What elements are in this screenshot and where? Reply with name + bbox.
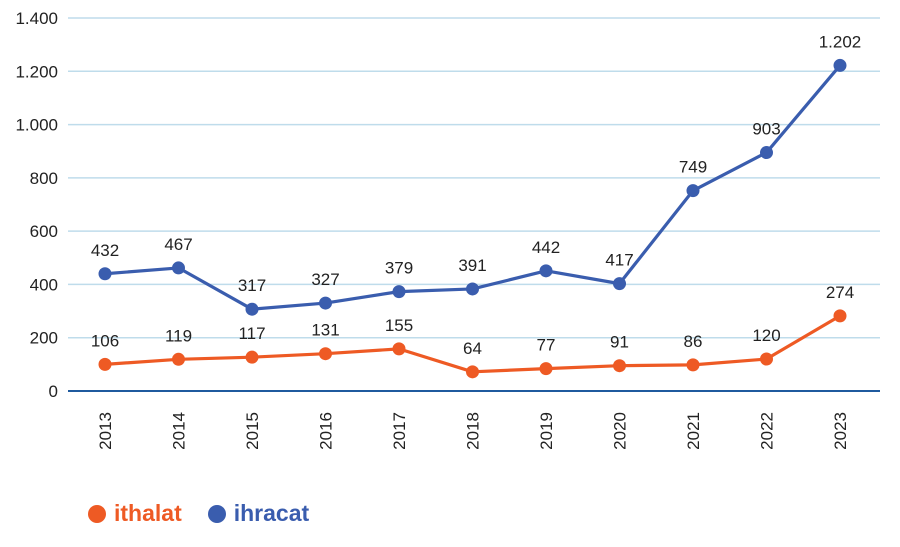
data-point-ihracat [466, 282, 479, 296]
data-point-ithalat [539, 362, 553, 376]
data-point-ithalat [466, 365, 479, 379]
data-point-ithalat [245, 350, 259, 364]
legend-dot-ithalat [88, 504, 106, 523]
data-label-ihracat: 417 [605, 251, 633, 270]
data-label-ithalat: 155 [385, 316, 413, 335]
data-label-ithalat: 86 [684, 332, 703, 351]
legend: ithalat ihracat [88, 500, 309, 527]
data-label-ihracat: 442 [532, 238, 560, 257]
data-label-ithalat: 106 [91, 331, 119, 350]
x-tick-label: 2013 [96, 412, 115, 450]
legend-item-ihracat: ihracat [207, 500, 310, 527]
data-point-ithalat [613, 359, 626, 373]
data-label-ihracat: 317 [238, 276, 266, 295]
grid-lines [68, 17, 880, 392]
data-point-ithalat [319, 347, 332, 361]
series-group: 106 119 117 131 155 64 77 91 86 120 274 432 467 317 32… [91, 32, 862, 379]
x-tick-label: 2023 [831, 412, 850, 450]
legend-item-ithalat: ithalat [88, 500, 182, 527]
data-label-ihracat: 903 [752, 120, 780, 139]
data-point-ithalat [686, 358, 700, 372]
data-point-ihracat [833, 58, 847, 72]
x-axis-ticks: 2013 2014 2015 2016 2017 2018 2019 2020 2021 2022… [96, 412, 850, 450]
x-tick-label: 2019 [537, 412, 556, 450]
x-tick-label: 2018 [464, 412, 483, 450]
data-point-ihracat [319, 296, 332, 310]
data-point-ithalat [98, 357, 112, 371]
data-point-ihracat [245, 302, 259, 316]
data-point-ihracat [172, 261, 185, 275]
data-label-ihracat: 1.202 [819, 32, 862, 51]
y-tick-label: 1.000 [15, 116, 58, 135]
data-point-ithalat [172, 352, 185, 366]
data-label-ithalat: 120 [752, 326, 780, 345]
data-label-ithalat: 274 [826, 283, 854, 302]
y-tick-label: 0 [49, 382, 58, 401]
data-label-ithalat: 91 [610, 333, 629, 352]
data-point-ithalat [833, 309, 847, 323]
data-label-ihracat: 749 [679, 158, 707, 177]
x-tick-label: 2016 [317, 412, 336, 450]
data-label-ihracat: 379 [385, 259, 413, 278]
legend-label-ithalat: ithalat [114, 500, 182, 526]
data-point-ithalat [392, 342, 406, 356]
data-label-ithalat: 119 [165, 326, 192, 345]
data-label-ihracat: 467 [164, 235, 192, 254]
x-tick-label: 2022 [758, 412, 777, 450]
data-label-ihracat: 432 [91, 241, 119, 260]
data-label-ihracat: 327 [311, 270, 339, 289]
legend-dot-ihracat [207, 504, 226, 523]
x-tick-label: 2021 [684, 412, 703, 450]
y-tick-label: 400 [30, 275, 58, 294]
data-point-ithalat [760, 352, 773, 366]
data-point-ihracat [539, 264, 553, 278]
y-tick-label: 600 [30, 222, 58, 241]
data-label-ithalat: 64 [463, 339, 482, 358]
x-tick-label: 2014 [170, 412, 189, 450]
data-label-ihracat: 391 [458, 256, 486, 275]
x-tick-label: 2017 [390, 412, 409, 450]
data-label-ithalat: 117 [238, 324, 265, 343]
data-point-ihracat [686, 184, 700, 198]
y-axis-ticks: 0 200 400 600 800 1.000 1.200 1.400 [15, 9, 58, 401]
legend-label-ihracat: ihracat [233, 500, 310, 526]
data-point-ihracat [98, 267, 112, 281]
x-tick-label: 2015 [243, 412, 262, 450]
y-tick-label: 1.400 [15, 9, 58, 28]
y-tick-label: 800 [30, 169, 58, 188]
x-tick-label: 2020 [611, 412, 630, 450]
data-point-ihracat [760, 146, 773, 160]
data-label-ithalat: 131 [311, 321, 339, 340]
data-point-ihracat [392, 285, 406, 299]
data-point-ihracat [613, 277, 626, 291]
y-tick-label: 1.200 [15, 62, 58, 81]
y-tick-label: 200 [30, 329, 58, 348]
data-label-ithalat: 77 [537, 336, 556, 355]
